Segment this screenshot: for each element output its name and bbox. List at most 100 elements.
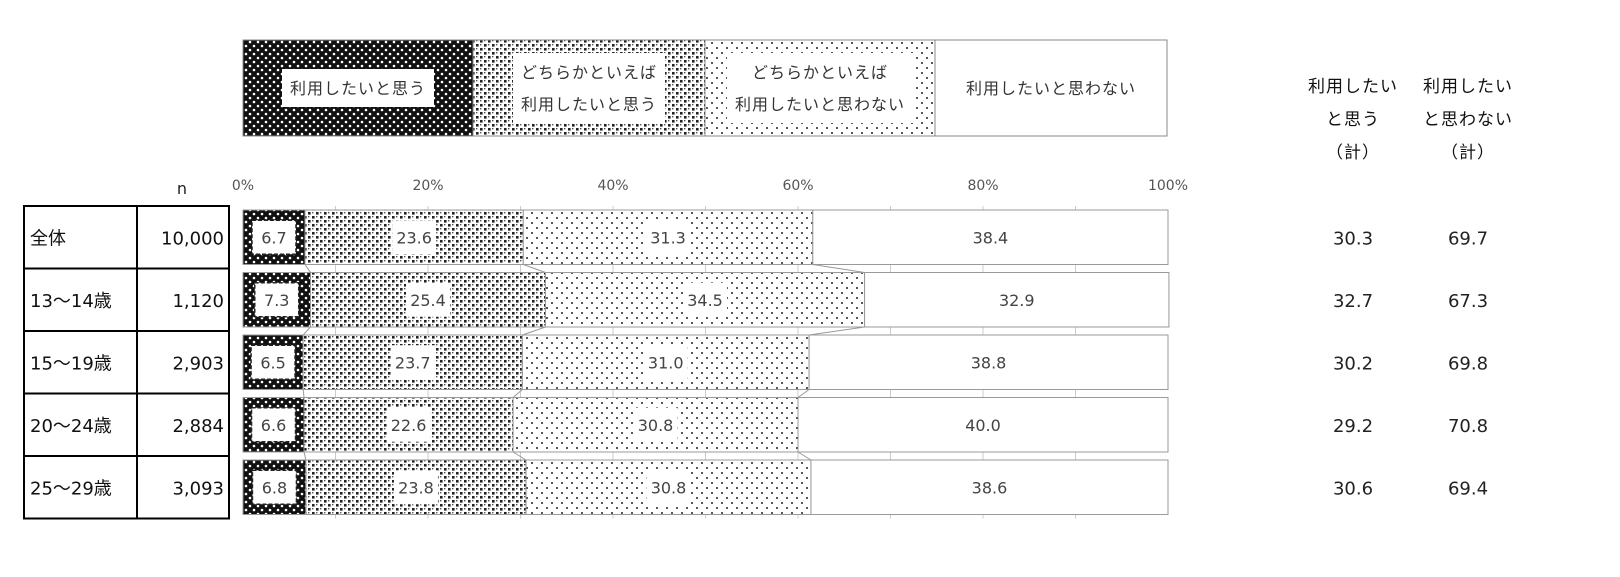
n-value: 2,884 — [172, 416, 224, 437]
connector-line — [809, 326, 865, 336]
data-label: 38.4 — [973, 228, 1009, 247]
totals-value: 69.8 — [1448, 353, 1488, 374]
data-label-bg — [386, 407, 431, 442]
totals-header: （計） — [1441, 143, 1495, 163]
n-value: 3,093 — [172, 478, 224, 499]
data-label-bg — [406, 282, 450, 317]
data-label: 25.4 — [410, 291, 446, 310]
category-table: n 全体 10,000 13～14歳 1,120 15～19歳 2,903 20～24歳 2,8… — [23, 179, 230, 520]
category-label: 15～19歳 — [30, 353, 112, 374]
bar-segment — [808, 334, 1169, 390]
bar-segment — [797, 397, 1169, 453]
totals-value: 30.6 — [1333, 478, 1373, 499]
bar-segment — [864, 272, 1170, 328]
data-label-bg — [393, 470, 438, 505]
category-label: 20～24歳 — [30, 416, 112, 437]
data-label: 23.6 — [396, 228, 432, 247]
data-label-bg — [250, 407, 297, 443]
data-label: 6.5 — [260, 353, 285, 372]
totals-value: 67.3 — [1448, 291, 1488, 312]
x-tick-label: 100% — [1148, 178, 1188, 194]
x-tick-label: 20% — [412, 178, 443, 194]
totals-value: 69.7 — [1448, 228, 1488, 249]
data-label-bg — [250, 344, 296, 380]
bar-segment — [812, 209, 1169, 265]
connector-line — [304, 264, 311, 273]
legend-label-bg-1 — [282, 69, 434, 107]
n-value: 2,903 — [172, 353, 224, 374]
totals-header: 利用したい — [1308, 77, 1398, 97]
legend-label: 利用したいと思わない — [735, 95, 905, 114]
data-label-bg — [392, 220, 437, 255]
legend-label: 利用したいと思う — [521, 95, 657, 114]
data-label: 23.8 — [398, 478, 434, 497]
connector-line — [797, 389, 810, 398]
connectors — [302, 264, 865, 461]
data-label: 30.8 — [651, 478, 687, 497]
n-header: n — [177, 179, 187, 198]
connector-line — [302, 326, 311, 336]
connector-line — [797, 451, 812, 461]
data-label: 23.7 — [395, 353, 431, 372]
category-label: 全体 — [30, 228, 66, 249]
connector-line — [812, 264, 865, 273]
data-label: 31.0 — [648, 353, 684, 372]
bar-segment — [810, 459, 1169, 515]
totals-header: 利用したい — [1423, 77, 1513, 97]
data-label-bg — [254, 282, 300, 318]
category-label: 13～14歳 — [30, 291, 112, 312]
data-label: 40.0 — [965, 416, 1001, 435]
totals-value: 69.4 — [1448, 478, 1488, 499]
x-tick-label: 80% — [967, 178, 998, 194]
legend-label-bg-3 — [727, 53, 913, 123]
totals-header: と思う — [1326, 110, 1380, 130]
data-label-bg — [646, 470, 691, 505]
legend-label: 利用したいと思う — [290, 79, 426, 98]
totals-table: 利用したいと思う （計） 利用したいと思わない （計） 30.3 69.7 32.7 67.3… — [1308, 77, 1513, 499]
data-label-bg — [390, 345, 435, 380]
data-label-bg — [643, 345, 688, 380]
data-label-bg — [633, 407, 678, 442]
x-tick-label: 0% — [232, 178, 254, 194]
totals-value: 32.7 — [1333, 291, 1373, 312]
data-label: 22.6 — [391, 416, 427, 435]
data-label: 6.7 — [261, 228, 286, 247]
legend-label-bg-2 — [513, 53, 665, 123]
data-label: 34.5 — [687, 291, 723, 310]
data-label: 38.6 — [972, 478, 1008, 497]
data-label: 30.8 — [638, 416, 674, 435]
connector-line — [523, 264, 546, 273]
bar-segment — [304, 209, 524, 265]
category-label: 25～29歳 — [30, 478, 112, 499]
legend-label: どちらかといえば — [521, 63, 657, 82]
totals-header: （計） — [1326, 143, 1380, 163]
data-label-bg — [683, 282, 728, 317]
connector-line — [522, 326, 546, 336]
connector-line — [512, 451, 527, 461]
totals-header: と思わない — [1423, 110, 1513, 130]
data-label-bg — [251, 469, 298, 505]
connector-line — [303, 451, 307, 461]
n-value: 10,000 — [161, 228, 224, 249]
x-tick-label: 60% — [782, 178, 813, 194]
data-label: 6.8 — [262, 478, 287, 497]
data-label: 38.8 — [971, 353, 1007, 372]
totals-value: 70.8 — [1448, 416, 1488, 437]
table-border — [23, 205, 230, 520]
legend: 利用したいと思うどちらかといえば利用したいと思うどちらかといえば利用したいと思わ… — [242, 39, 1168, 137]
connector-line — [302, 389, 305, 398]
legend-swatch-4 — [934, 39, 1168, 137]
data-label-bg — [251, 219, 297, 255]
x-tick-label: 40% — [597, 178, 628, 194]
totals-value: 30.2 — [1333, 353, 1373, 374]
data-label: 7.3 — [264, 291, 289, 310]
totals-value: 29.2 — [1333, 416, 1373, 437]
n-value: 1,120 — [172, 291, 224, 312]
bars: 6.7 23.6 31.3 38.4 7.3 25.4 34.5 32.9 6.5 23.7 31.… — [242, 209, 1170, 515]
data-label-bg — [646, 220, 691, 255]
legend-label: 利用したいと思わない — [966, 79, 1136, 98]
data-label: 31.3 — [650, 228, 686, 247]
legend-label: どちらかといえば — [752, 63, 888, 82]
data-label: 6.6 — [261, 416, 286, 435]
data-label: 32.9 — [999, 291, 1035, 310]
